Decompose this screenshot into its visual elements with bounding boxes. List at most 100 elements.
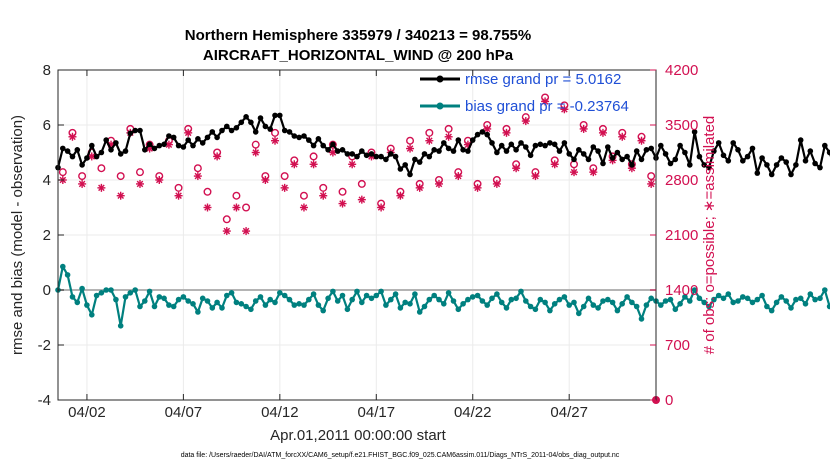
bias-point (117, 323, 124, 329)
obs-possible-point (116, 172, 125, 181)
asterisk-stroke (242, 227, 250, 235)
rmse-point (532, 142, 539, 149)
obs-possible-point (299, 191, 308, 200)
rmse-point (711, 148, 717, 154)
bias-point (407, 301, 413, 307)
rmse-point (310, 142, 317, 149)
obs-assimilated-point (598, 128, 607, 137)
y-right-tick-label: 1400 (665, 282, 698, 299)
rmse-point (455, 137, 462, 143)
obs-assimilated-point (348, 160, 357, 169)
asterisk-stroke (136, 180, 144, 188)
y-left-tick-label: 8 (43, 62, 51, 79)
rmse-point (98, 149, 105, 156)
obs-possible-point (174, 183, 183, 192)
bias-point (445, 290, 452, 296)
rmse-point (479, 129, 486, 135)
asterisk-stroke (281, 184, 288, 192)
obs-assimilated-point (193, 172, 202, 181)
bias-point (740, 294, 746, 300)
x-tick-label: 04/02 (68, 404, 106, 421)
rmse-point (320, 142, 327, 149)
bias-point (224, 292, 230, 299)
rmse-point (677, 142, 683, 149)
rmse-point (706, 164, 712, 171)
asterisk-stroke (618, 133, 626, 141)
asterisk-stroke (291, 160, 298, 168)
asterisk-stroke (570, 168, 578, 176)
bias-point (281, 292, 288, 299)
asterisk-stroke (474, 184, 481, 192)
bias-point (209, 305, 216, 311)
rmse-point (498, 142, 505, 149)
rmse-point (441, 140, 447, 146)
obs-assimilated-point (502, 128, 511, 137)
obs-possible-point (647, 172, 656, 181)
bias-point (180, 294, 187, 300)
obs-possible-point (78, 172, 87, 181)
bias-point (667, 296, 674, 303)
bias-point (291, 302, 298, 308)
bias-point (682, 294, 688, 300)
rmse-point (812, 160, 818, 167)
y-axis-right: 4200 3500 2800 2100 1400 700 0 (650, 62, 698, 409)
rmse-point (69, 153, 76, 160)
bias-point (619, 301, 625, 307)
asterisk-stroke (69, 133, 76, 141)
bias-point (214, 299, 220, 306)
bias-point (363, 292, 370, 299)
bias-point (320, 307, 327, 314)
obs-assimilated-point (251, 148, 260, 157)
asterisk-stroke (175, 192, 182, 200)
rmse-point (166, 133, 172, 139)
bias-point (450, 298, 457, 304)
rmse-point (74, 147, 81, 153)
bias-point (749, 299, 756, 306)
x-tick-label: 04/17 (358, 404, 396, 421)
obs-assimilated-point (473, 183, 482, 192)
rmse-point (566, 151, 572, 157)
obs-assimilated-point (415, 183, 424, 192)
bias-point (69, 294, 76, 300)
rmse-point (286, 129, 293, 135)
rmse-point (84, 155, 90, 161)
rmse-point (397, 166, 404, 172)
legend-bias-marker (436, 102, 444, 110)
bias-point (566, 302, 572, 308)
bias-point (238, 301, 245, 307)
rmse-point (715, 140, 722, 146)
asterisk-stroke (155, 176, 163, 184)
bias-point (103, 287, 109, 293)
bias-point (711, 296, 717, 303)
asterisk-stroke (590, 168, 597, 176)
obs-assimilated-point (222, 227, 231, 236)
rmse-point (127, 130, 134, 137)
rmse-point (590, 144, 597, 150)
rmse-point (368, 151, 375, 157)
rmse-point (469, 137, 476, 143)
rmse-point (219, 127, 225, 134)
bias-point (508, 296, 515, 303)
bias-point (441, 301, 447, 307)
rmse-point (797, 137, 804, 143)
bias-point (826, 303, 830, 310)
rmse-point (672, 156, 679, 163)
bias-point (687, 298, 693, 304)
bias-point (469, 294, 476, 300)
bias-point (479, 298, 486, 304)
rmse-point (768, 171, 775, 178)
obs-assimilated-point (396, 191, 405, 200)
obs-assimilated-point (290, 160, 299, 169)
obs-assimilated-point (550, 160, 559, 169)
rmse-point (764, 162, 770, 168)
bias-point (764, 303, 770, 310)
bias-point (233, 299, 240, 306)
rmse-point (354, 153, 360, 160)
rmse-point (523, 144, 529, 150)
obs-possible-point (444, 124, 453, 133)
bias-point (132, 287, 138, 293)
rmse-point (638, 156, 645, 163)
rmse-series (55, 112, 830, 178)
bias-point (60, 263, 66, 270)
